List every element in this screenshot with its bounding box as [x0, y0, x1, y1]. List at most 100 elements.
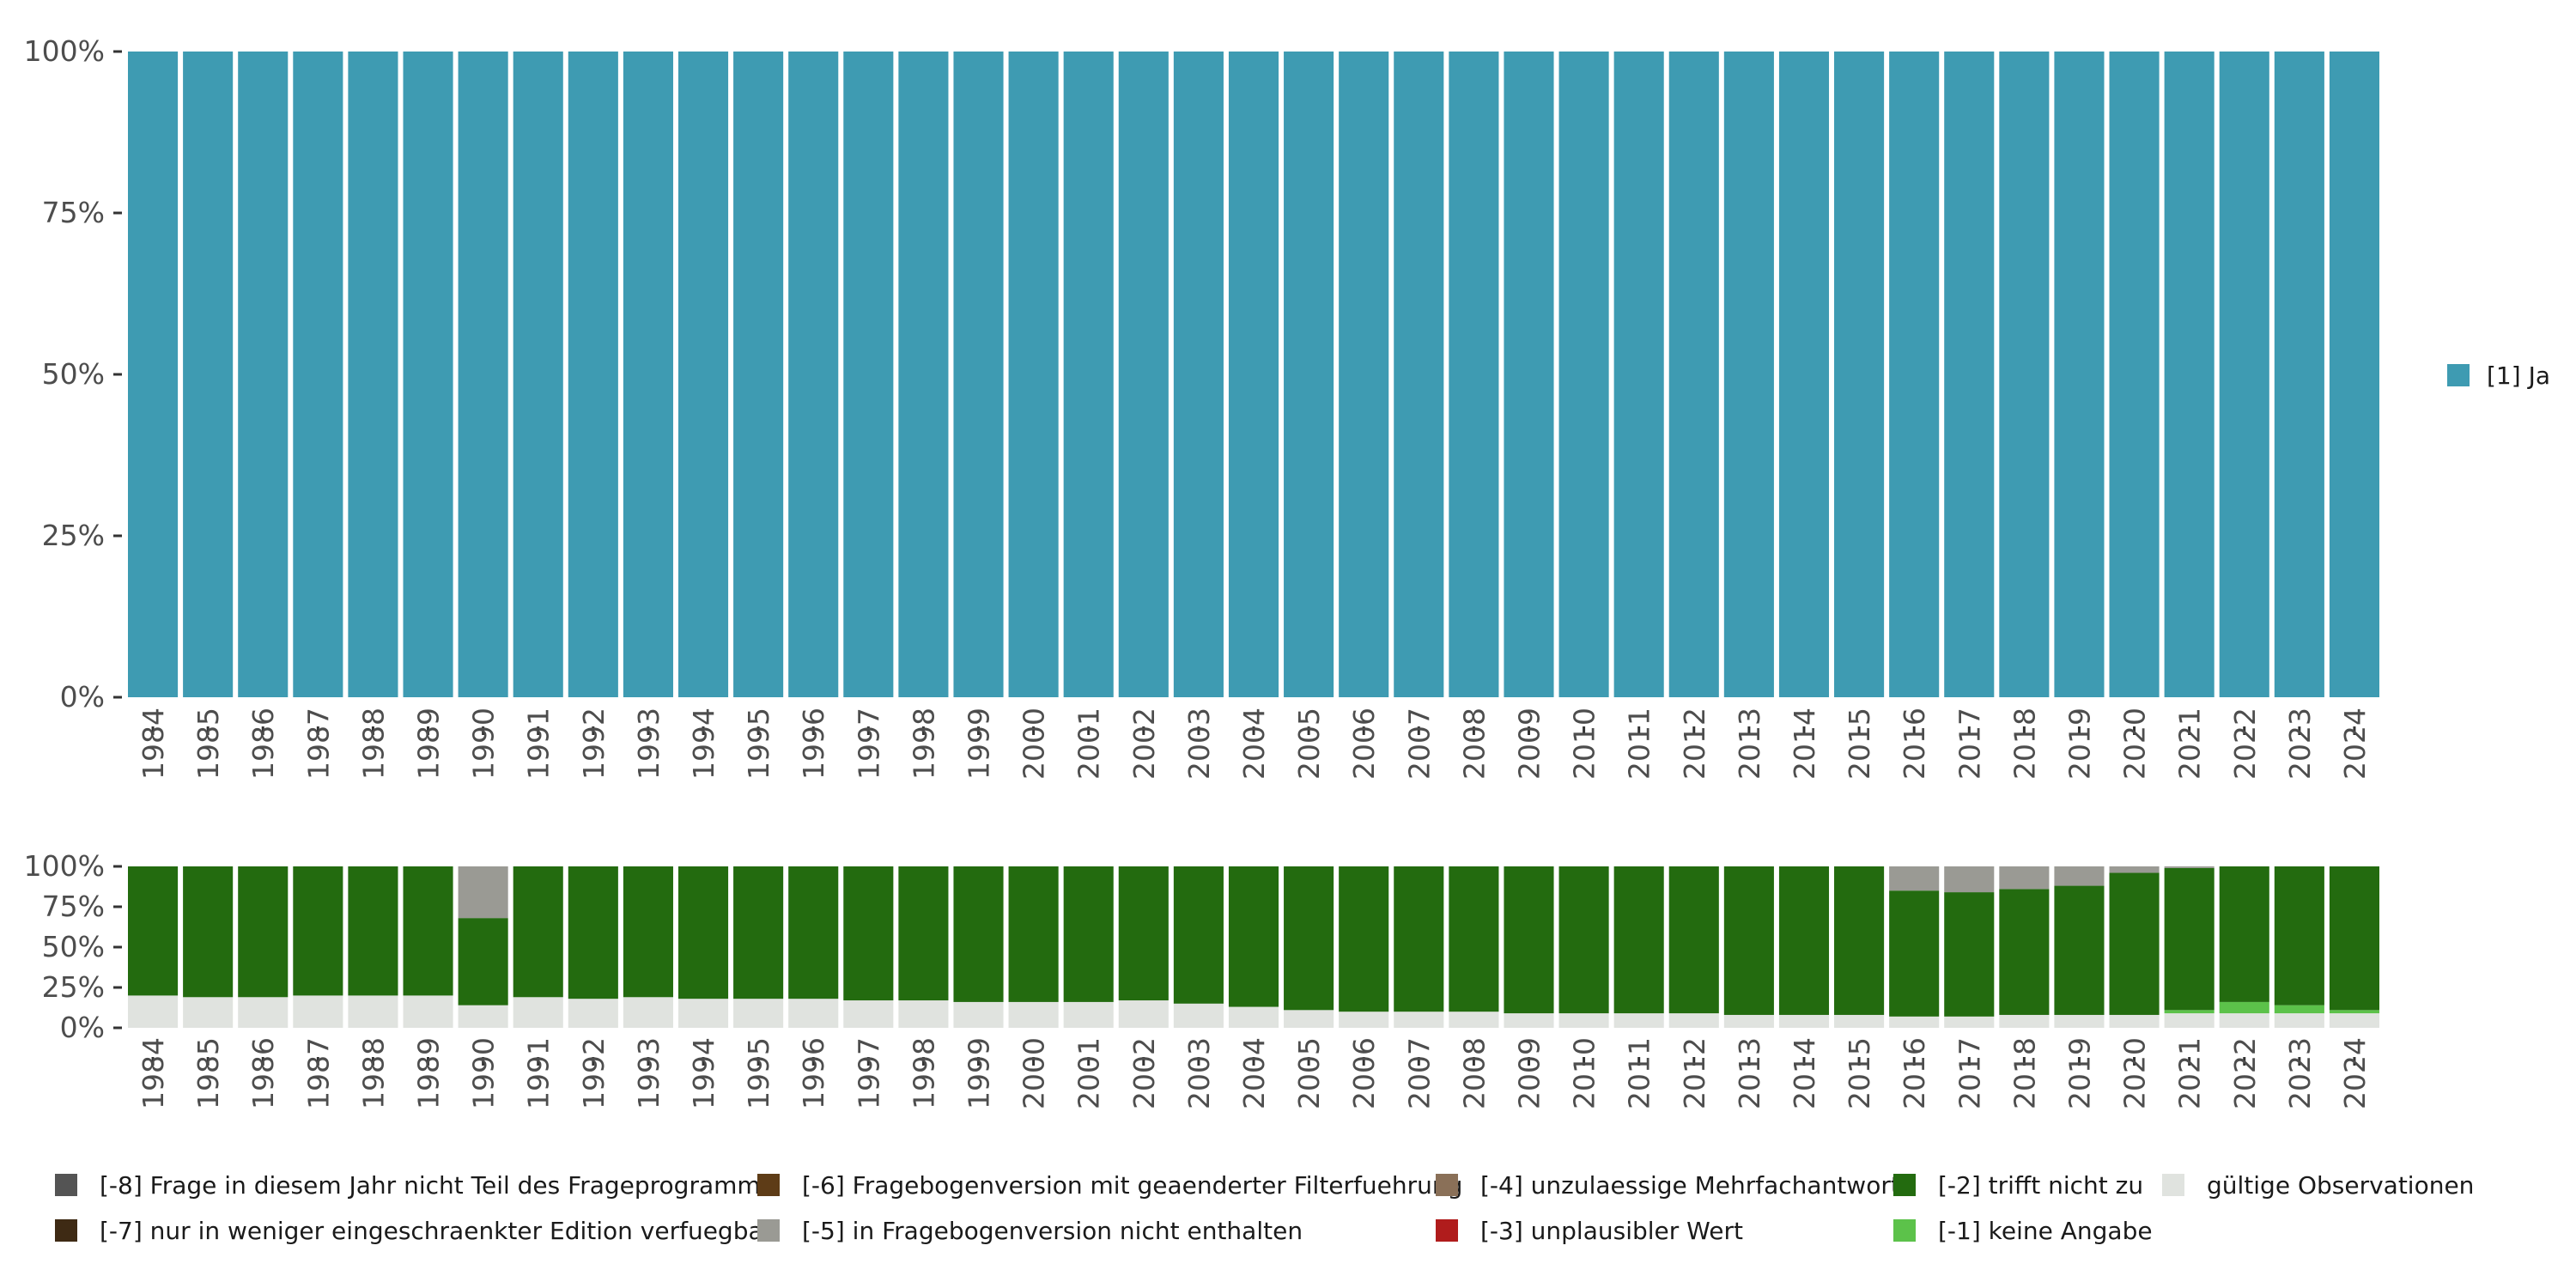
top-y-tick-label: 75% [42, 196, 105, 229]
top-bar-2015-0 [1834, 52, 1885, 697]
bottom-bar-2003-2 [1173, 866, 1224, 1004]
bottom-bar-2003-0 [1173, 1003, 1224, 1028]
bottom-x-tick-label: 1987 [301, 1037, 335, 1109]
bottom-bar-2007-2 [1394, 866, 1444, 1012]
top-x-tick-label: 1985 [191, 708, 225, 780]
bottom-bar-2000-0 [1008, 1001, 1059, 1028]
top-bar-1998-0 [898, 52, 949, 697]
top-bar-1984-0 [128, 52, 179, 697]
top-bar-1988-0 [348, 52, 398, 697]
top-bar-1995-0 [733, 52, 784, 697]
top-bar-2002-0 [1118, 52, 1169, 697]
bottom-bar-1993-2 [623, 866, 673, 998]
bottom-bar-2001-0 [1063, 1001, 1114, 1028]
bottom-bar-1993-0 [623, 997, 673, 1028]
bottom-x-tick-label: 2002 [1127, 1037, 1161, 1109]
bottom-x-tick-label: 2014 [1788, 1037, 1821, 1109]
legend-ja-swatch [2447, 364, 2470, 386]
top-x-tick-label: 2010 [1568, 708, 1601, 780]
top-bar-2007-0 [1394, 52, 1444, 697]
top-x-tick-label: 2012 [1678, 708, 1711, 780]
bottom-bar-2005-2 [1284, 866, 1334, 1011]
bottom-x-tick-label: 2013 [1733, 1037, 1766, 1109]
bottom-bar-2006-0 [1339, 1012, 1389, 1028]
bottom-bar-2010-2 [1558, 866, 1609, 1014]
bottom-y-tick-label: 75% [42, 890, 105, 923]
top-bar-2021-0 [2164, 52, 2215, 697]
top-x-tick-label: 2011 [1623, 708, 1656, 780]
bottom-bar-2022-2 [2219, 866, 2269, 1002]
bottom-bar-1998-0 [898, 1000, 949, 1028]
legend-item-label: [-8] Frage in diesem Jahr nicht Teil des… [100, 1171, 773, 1200]
top-x-tick-label: 2018 [2008, 708, 2041, 780]
bottom-bar-2020-2 [2109, 872, 2160, 1015]
bottom-bar-2009-2 [1504, 866, 1554, 1014]
top-bar-1997-0 [843, 52, 894, 697]
bottom-legend: [-8] Frage in diesem Jahr nicht Teil des… [55, 1171, 2474, 1245]
bottom-panel: 0% 25% 50% 75% 100% 1984 1985 1986 1987 1988 1989 1… [24, 849, 2379, 1109]
bottom-bar-2013-0 [1723, 1014, 1774, 1028]
bottom-x-tick-label: 2005 [1292, 1037, 1326, 1109]
bottom-x-tick-label: 2003 [1182, 1037, 1216, 1109]
bottom-bar-2009-0 [1504, 1013, 1554, 1028]
bottom-bar-1999-2 [953, 866, 1004, 1002]
top-bar-2014-0 [1778, 52, 1830, 697]
top-bar-1994-0 [677, 52, 729, 697]
bottom-bar-2015-2 [1834, 866, 1885, 1015]
top-x-tick-label: 2001 [1072, 708, 1106, 780]
bottom-bar-1989-0 [403, 995, 453, 1028]
bottom-x-tick-label: 2006 [1347, 1037, 1381, 1109]
legend-item-label: [-1] keine Angabe [1938, 1217, 2153, 1245]
bottom-bar-2017-2 [1944, 892, 1995, 1017]
top-bar-2011-0 [1613, 52, 1664, 697]
bottom-x-tick-label: 1991 [522, 1037, 556, 1109]
top-bar-1993-0 [623, 52, 673, 697]
top-x-tick-label: 2017 [1953, 708, 1986, 780]
legend-item-label: [-7] nur in weniger eingeschraenkter Edi… [100, 1217, 774, 1245]
top-x-tick-label: 1989 [412, 708, 446, 780]
top-bar-2009-0 [1504, 52, 1554, 697]
bottom-x-tick-label: 1992 [577, 1037, 611, 1109]
bottom-bar-1989-2 [403, 866, 453, 996]
top-x-tick-label: 2021 [2173, 708, 2207, 780]
legend-item-swatch [757, 1174, 780, 1196]
bottom-x-tick-label: 2020 [2118, 1037, 2152, 1109]
bottom-x-tick-label: 1990 [467, 1037, 501, 1109]
legend-item-swatch [1436, 1174, 1458, 1196]
bottom-bar-2021-2 [2164, 867, 2215, 1011]
top-bar-2000-0 [1008, 52, 1059, 697]
top-bar-1985-0 [183, 52, 234, 697]
bottom-bar-2024-0 [2329, 1013, 2379, 1028]
legend-item-label: [-4] unzulaessige Mehrfachantwort [1480, 1171, 1900, 1200]
bottom-x-tick-label: 2015 [1843, 1037, 1876, 1109]
bottom-bar-2019-3 [2054, 866, 2105, 886]
top-x-tick-label: 2002 [1127, 708, 1161, 780]
top-bar-2017-0 [1944, 52, 1995, 697]
top-x-tick-label: 2020 [2118, 708, 2152, 780]
bottom-y-tick-label: 50% [42, 930, 105, 963]
top-x-tick-label: 2016 [1898, 708, 1931, 780]
top-bar-2018-0 [1999, 52, 2050, 697]
top-bar-2016-0 [1889, 52, 1940, 697]
bottom-bar-1992-0 [568, 999, 618, 1028]
bottom-y-tick-label: 0% [60, 1011, 105, 1044]
top-x-tick-label: 1984 [137, 708, 170, 780]
top-x-tick-label: 2024 [2338, 708, 2372, 780]
bottom-bar-2022-0 [2219, 1013, 2269, 1028]
top-bar-1992-0 [568, 52, 618, 697]
bottom-bar-1987-0 [293, 995, 343, 1028]
bottom-bar-2017-3 [1944, 866, 1995, 893]
bottom-x-tick-label: 2016 [1898, 1037, 1931, 1109]
bottom-bar-2019-2 [2054, 885, 2105, 1015]
top-bar-2004-0 [1228, 52, 1279, 697]
bottom-bar-2002-0 [1118, 1000, 1169, 1028]
top-x-tick-label: 1994 [687, 708, 720, 780]
bottom-bar-2021-0 [2164, 1013, 2215, 1028]
legend-item-swatch [757, 1219, 780, 1242]
bottom-x-tick-label: 2011 [1623, 1037, 1656, 1109]
top-x-tick-label: 1995 [742, 708, 775, 780]
bottom-bar-2004-2 [1228, 866, 1279, 1007]
top-bar-2008-0 [1449, 52, 1499, 697]
bottom-bar-2023-1 [2274, 1005, 2324, 1014]
bottom-x-tick-label: 2010 [1568, 1037, 1601, 1109]
